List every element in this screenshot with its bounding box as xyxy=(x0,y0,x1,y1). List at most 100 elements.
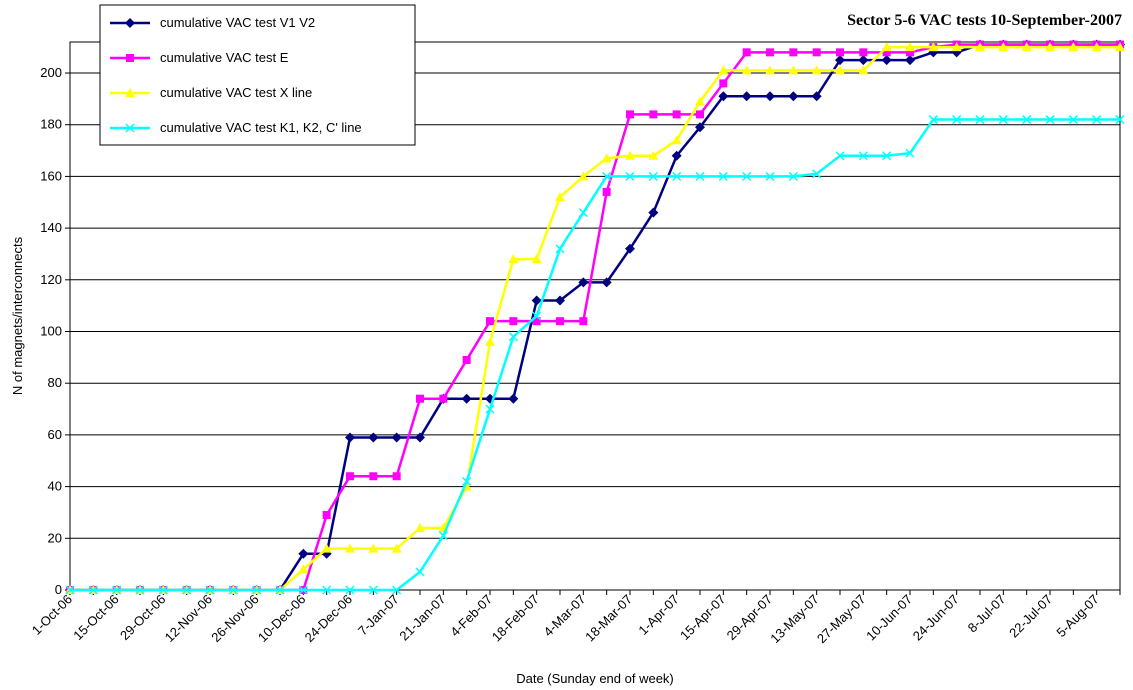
marker xyxy=(672,171,682,181)
marker xyxy=(1115,42,1125,52)
x-tick-label: 4-Feb-07 xyxy=(447,592,495,640)
series-line xyxy=(70,118,1120,592)
marker xyxy=(322,511,331,520)
x-tick-label: 18-Mar-07 xyxy=(582,592,635,645)
marker xyxy=(695,171,705,181)
marker xyxy=(648,207,659,218)
x-tick-label: 1-Apr-07 xyxy=(635,592,681,638)
marker xyxy=(602,187,611,196)
marker xyxy=(882,151,892,161)
marker xyxy=(718,91,729,102)
marker xyxy=(695,122,705,133)
marker xyxy=(1021,42,1032,52)
marker xyxy=(695,96,705,106)
x-tick-label: 27-May-07 xyxy=(814,592,869,647)
marker xyxy=(252,585,262,595)
marker xyxy=(555,192,565,202)
marker xyxy=(298,548,309,559)
marker xyxy=(601,277,612,288)
y-tick-label: 120 xyxy=(40,272,62,287)
marker xyxy=(811,65,822,75)
x-tick-label: 15-Apr-07 xyxy=(677,592,728,643)
marker xyxy=(368,543,379,553)
marker xyxy=(532,317,541,326)
marker xyxy=(648,171,658,181)
marker xyxy=(392,472,401,481)
marker xyxy=(835,55,845,66)
x-tick-label: 13-May-07 xyxy=(767,592,822,647)
marker xyxy=(998,115,1008,125)
y-tick-label: 160 xyxy=(40,168,62,183)
marker xyxy=(1091,42,1102,52)
marker xyxy=(321,543,332,553)
marker xyxy=(415,522,425,532)
marker xyxy=(906,48,914,57)
marker xyxy=(952,115,962,125)
x-tick-label: 5-Aug-07 xyxy=(1053,592,1101,640)
marker xyxy=(858,55,869,66)
marker xyxy=(579,317,588,326)
y-tick-label: 180 xyxy=(40,117,62,132)
marker xyxy=(905,55,915,66)
marker xyxy=(345,585,355,595)
x-tick-label: 12-Nov-06 xyxy=(162,592,216,646)
marker xyxy=(508,254,519,264)
marker xyxy=(1045,42,1055,52)
marker xyxy=(369,472,378,481)
marker xyxy=(228,585,238,595)
marker xyxy=(1045,115,1055,125)
marker xyxy=(205,585,215,595)
marker xyxy=(765,65,775,75)
y-tick-label: 0 xyxy=(55,582,62,597)
marker xyxy=(462,355,471,364)
marker xyxy=(416,394,424,403)
marker xyxy=(975,115,985,125)
y-tick-label: 100 xyxy=(40,324,62,339)
marker xyxy=(462,476,472,486)
marker xyxy=(719,79,728,88)
marker xyxy=(125,88,135,97)
marker xyxy=(298,585,308,595)
x-tick-label: 22-Jul-07 xyxy=(1006,592,1055,641)
x-tick-label: 24-Jun-07 xyxy=(910,592,962,644)
marker xyxy=(125,123,135,133)
marker xyxy=(765,91,775,102)
marker xyxy=(788,171,798,181)
marker xyxy=(812,169,822,179)
marker xyxy=(788,91,799,102)
marker xyxy=(975,42,985,52)
marker xyxy=(508,332,518,342)
x-tick-label: 7-Jan-07 xyxy=(355,592,402,639)
marker xyxy=(368,585,378,595)
marker xyxy=(578,277,589,288)
marker xyxy=(998,42,1009,52)
marker xyxy=(556,317,564,326)
marker xyxy=(741,91,752,102)
marker xyxy=(905,42,915,52)
marker xyxy=(766,48,774,57)
legend-label: cumulative VAC test E xyxy=(160,50,289,65)
marker xyxy=(508,393,519,404)
marker xyxy=(182,585,192,595)
marker xyxy=(486,317,494,326)
marker xyxy=(485,336,495,346)
x-tick-label: 21-Jan-07 xyxy=(396,592,448,644)
marker xyxy=(1115,115,1125,125)
marker xyxy=(88,585,98,595)
marker xyxy=(531,295,542,306)
marker xyxy=(836,48,844,57)
marker xyxy=(648,150,659,160)
marker xyxy=(742,171,752,181)
marker xyxy=(696,110,704,119)
legend-label: cumulative VAC test V1 V2 xyxy=(160,15,315,30)
x-tick-label: 29-Oct-06 xyxy=(117,592,168,643)
marker xyxy=(859,48,868,57)
x-tick-label: 10-Jun-07 xyxy=(863,592,915,644)
marker xyxy=(928,115,938,125)
x-tick-label: 1-Oct-06 xyxy=(29,592,75,638)
marker xyxy=(741,65,752,75)
marker xyxy=(765,171,775,181)
marker xyxy=(345,432,355,443)
x-tick-label: 24-Dec-06 xyxy=(302,592,356,646)
marker xyxy=(601,153,612,163)
